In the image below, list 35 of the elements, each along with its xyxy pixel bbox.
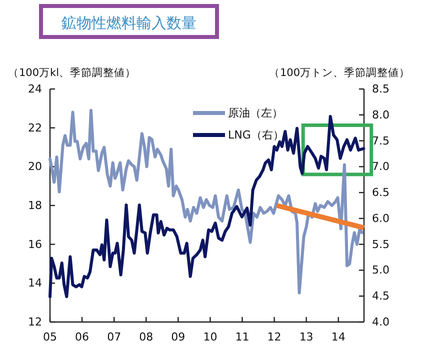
x-tick-label: 08 (139, 330, 154, 344)
y2-tick-label: 4.0 (372, 316, 390, 328)
title: 鉱物性燃料輸入数量 (39, 4, 219, 39)
x-tick-label: 07 (107, 330, 122, 344)
legend-label: 原油（左） (228, 106, 283, 120)
y2-tick-label: 6.5 (372, 186, 390, 200)
y-tick-label: 22 (28, 121, 42, 134)
y-axis-title: （100万kl、季節調整値） (8, 66, 136, 79)
y2-tick-label: 7.0 (372, 160, 390, 174)
y2-tick-label: 6.0 (372, 212, 390, 225)
x-tick-label: 06 (75, 330, 90, 344)
y-tick-label: 14 (28, 276, 42, 290)
x-tick-label: 13 (299, 330, 314, 344)
legend-item: LNG（右） (193, 128, 284, 142)
legend-label: LNG（右） (228, 128, 284, 142)
x-tick-label: 12 (267, 330, 282, 344)
y2-tick-label: 5.5 (372, 238, 390, 251)
x-tick-label: 10 (203, 330, 218, 344)
y-tick-label: 12 (28, 316, 42, 328)
y-tick-label: 24 (28, 82, 42, 96)
x-tick-label: 05 (43, 330, 57, 344)
y-tick-label: 18 (28, 199, 42, 212)
y-tick-label: 20 (28, 160, 42, 174)
y-tick-label: 16 (28, 238, 42, 251)
x-tick-label: 11 (235, 330, 250, 344)
y2-tick-label: 8.0 (372, 108, 390, 122)
x-tick-label: 09 (171, 330, 186, 344)
y2-tick-label: 4.5 (372, 290, 390, 303)
y2-tick-label: 7.5 (372, 134, 390, 148)
legend-item: 原油（左） (193, 106, 283, 120)
y2-axis-title: （100万トン、季節調整値） (268, 66, 410, 79)
y2-tick-label: 5.0 (372, 264, 390, 277)
y2-tick-label: 8.5 (372, 82, 390, 96)
chart-title: 鉱物性燃料輸入数量 (62, 14, 196, 32)
x-tick-label: 14 (331, 330, 346, 344)
